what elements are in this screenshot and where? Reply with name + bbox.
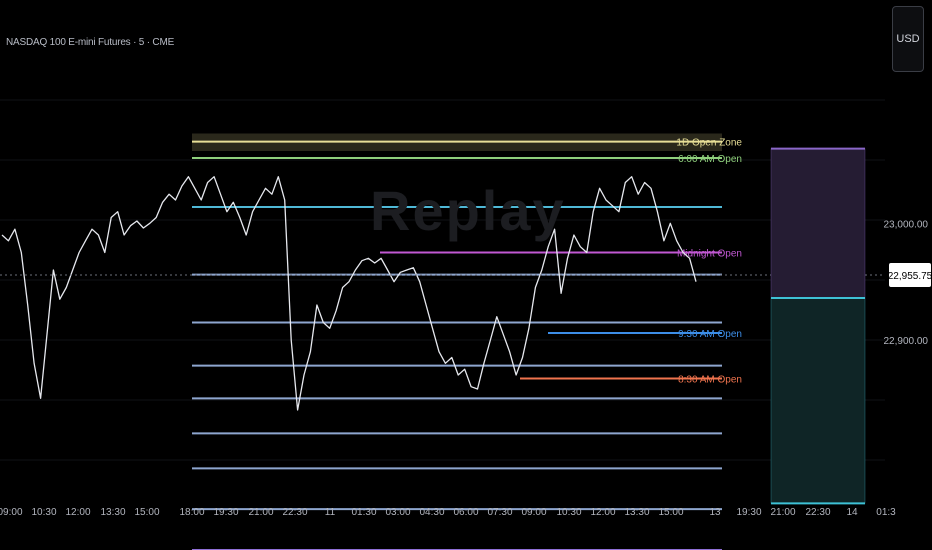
x-tick-label: 13:30 — [624, 507, 649, 518]
level-label: 1D Open Zone — [676, 138, 742, 149]
discount-zone — [771, 298, 865, 504]
level-label: Midnight Open — [677, 249, 742, 260]
x-tick-label: 09:00 — [521, 507, 546, 518]
current-price-label: 22,955.75 — [888, 271, 932, 282]
x-tick-label: 21:00 — [248, 507, 273, 518]
x-tick-label: 21:00 — [770, 507, 795, 518]
x-tick-label: 04:30 — [419, 507, 444, 518]
x-tick-label: 09:00 — [0, 507, 23, 518]
x-tick-label: 03:00 — [385, 507, 410, 518]
x-tick-label: 19:30 — [736, 507, 761, 518]
price-series-line — [1, 176, 697, 411]
current-price-badge — [889, 262, 931, 287]
x-tick-label: 11 — [325, 507, 336, 518]
x-tick-label: 19:30 — [213, 507, 238, 518]
currency-button[interactable]: USD — [892, 6, 924, 72]
x-tick-label: 12:00 — [590, 507, 615, 518]
x-tick-label: 14 — [846, 507, 858, 518]
level-label: 8:30 AM Open — [678, 375, 742, 386]
x-tick-label: 06:00 — [453, 507, 478, 518]
x-tick-label: 15:00 — [658, 507, 683, 518]
x-tick-label: 10:30 — [556, 507, 581, 518]
x-tick-label: 22:30 — [282, 507, 307, 518]
x-tick-label: 07:30 — [487, 507, 512, 518]
replay-watermark: Replay — [370, 179, 566, 242]
level-label: 6:00 AM Open — [678, 154, 742, 165]
y-tick-label: 22,900.00 — [884, 336, 929, 347]
x-tick-label: 13:30 — [100, 507, 125, 518]
symbol-title: NASDAQ 100 E-mini Futures · 5 · CME — [6, 37, 175, 48]
x-tick-label: 01:30 — [351, 507, 376, 518]
x-tick-label: 12:00 — [65, 507, 90, 518]
x-tick-label: 01:3 — [876, 507, 896, 518]
x-tick-label: 13 — [709, 507, 721, 518]
x-tick-label: 15:00 — [134, 507, 159, 518]
premium-zone — [771, 148, 865, 298]
x-tick-label: 22:30 — [805, 507, 830, 518]
x-tick-label: 18:00 — [179, 507, 204, 518]
level-label: 9:30 AM Open — [678, 329, 742, 340]
y-tick-label: 23,000.00 — [884, 219, 929, 230]
x-tick-label: 10:30 — [31, 507, 56, 518]
